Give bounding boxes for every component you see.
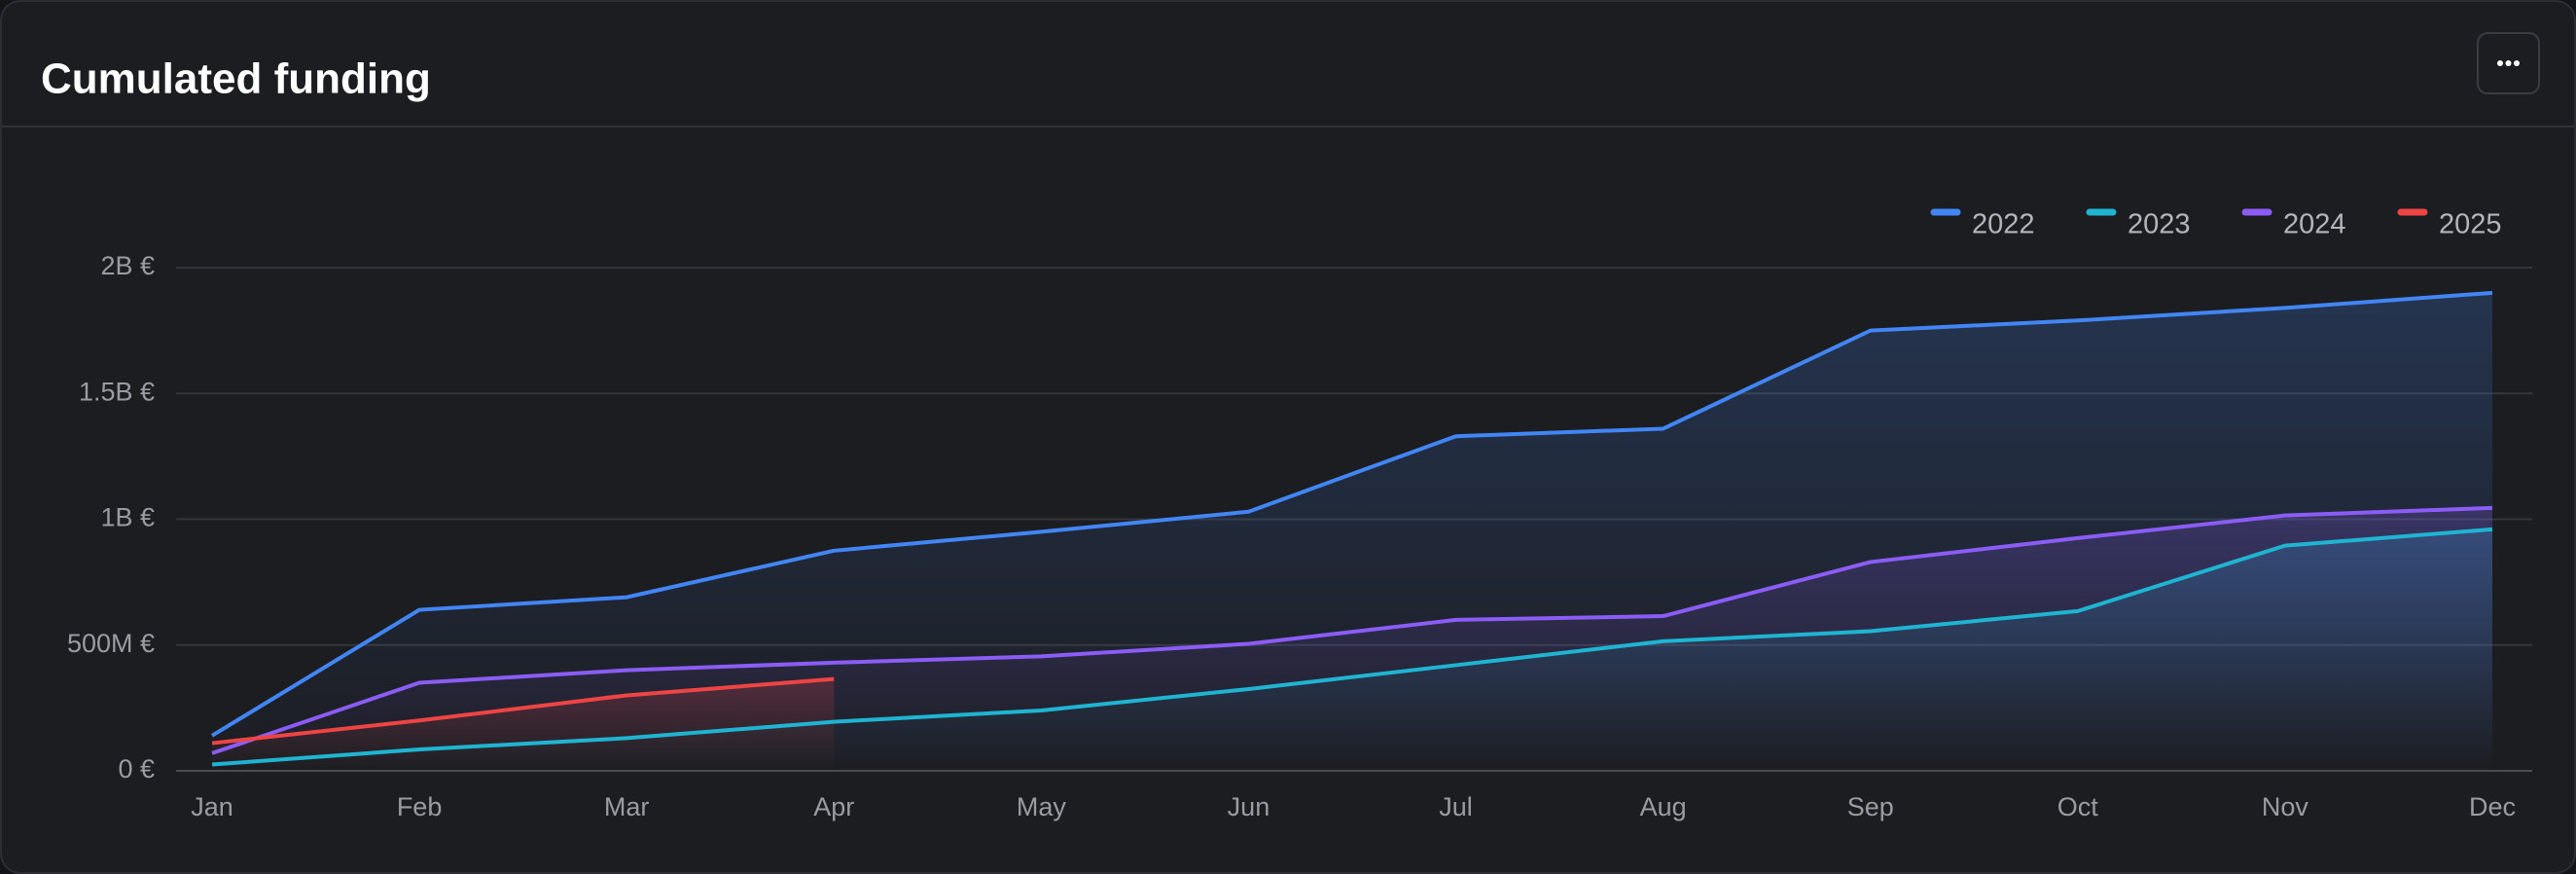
y-tick-label: 0 €: [118, 754, 155, 783]
series-line: [210, 290, 2493, 738]
x-tick-label: Oct: [2057, 792, 2099, 821]
legend-label: 2024: [2283, 209, 2346, 240]
x-tick-label: Dec: [2469, 792, 2516, 821]
series-line: [211, 505, 2493, 755]
x-tick-label: Mar: [604, 792, 650, 821]
area-fill: [212, 678, 835, 771]
chart-title: Cumulated funding: [41, 55, 431, 103]
x-tick-label: Apr: [813, 792, 854, 821]
series-line: [211, 676, 835, 746]
legend-label: 2022: [1972, 209, 2035, 240]
y-tick-label: 1.5B €: [79, 377, 155, 406]
x-tick-label: Jan: [191, 792, 233, 821]
y-tick-label: 2B €: [100, 251, 155, 280]
series-line: [211, 527, 2493, 767]
x-tick-label: Sep: [1847, 792, 1894, 821]
menu-button[interactable]: [2477, 32, 2540, 94]
menu-dots: [2497, 60, 2520, 66]
x-tick-label: Jun: [1228, 792, 1270, 821]
x-tick-label: Nov: [2262, 792, 2309, 821]
y-tick-label: 500M €: [67, 629, 155, 658]
x-tick-label: Jul: [1439, 792, 1473, 821]
x-tick-label: Feb: [397, 792, 443, 821]
legend-label: 2023: [2128, 209, 2191, 240]
y-tick-label: 1B €: [100, 503, 155, 532]
x-tick-label: May: [1017, 792, 1067, 821]
legend-label: 2025: [2439, 209, 2502, 240]
x-tick-label: Aug: [1640, 792, 1687, 821]
